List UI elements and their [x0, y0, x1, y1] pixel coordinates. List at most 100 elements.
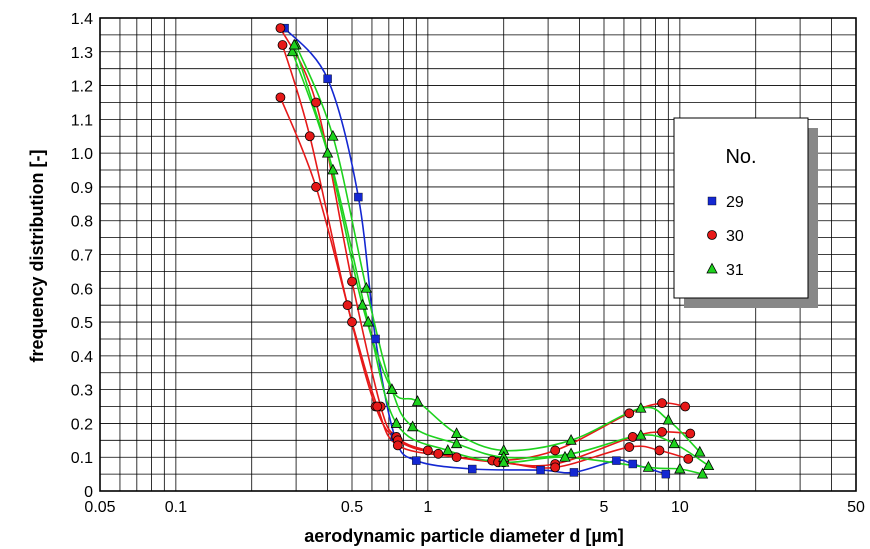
- series-31-marker: [642, 460, 655, 472]
- series-31-marker: [696, 467, 709, 479]
- legend: No. 29 30 31: [673, 117, 818, 308]
- series-30-marker: [624, 408, 635, 419]
- series-29-marker: [569, 468, 579, 477]
- series-31-marker: [668, 437, 680, 449]
- y-tick-label: 0.3: [71, 383, 93, 400]
- series-30-marker: [311, 97, 321, 108]
- series-30-curve: [279, 27, 686, 462]
- series-30-marker: [275, 92, 286, 103]
- series-31-marker: [286, 45, 299, 57]
- series-31-marker: [565, 447, 577, 459]
- series-29-curve: [283, 27, 667, 475]
- x-tick-label: 10: [671, 499, 689, 516]
- y-tick-label: 0.9: [71, 180, 93, 197]
- series-31-marker: [635, 428, 647, 440]
- series-31-marker: [411, 395, 424, 406]
- series-30-marker: [304, 131, 315, 142]
- legend-title: No.: [725, 146, 756, 168]
- series-30-marker: [707, 230, 717, 240]
- y-axis-title: frequency distribution [-]: [27, 150, 47, 363]
- series-curves: [279, 27, 710, 475]
- y-tick-label: 1.4: [71, 11, 93, 28]
- series-31-marker: [702, 459, 715, 471]
- series-30-marker: [624, 442, 635, 452]
- y-tick-label: 0: [84, 484, 93, 501]
- legend-items: 29 30 31: [706, 194, 744, 279]
- series-31-marker: [450, 437, 463, 449]
- series-30-marker: [627, 432, 638, 442]
- series-29-marker: [371, 334, 380, 344]
- series-30-marker: [680, 401, 691, 412]
- series-30-marker: [311, 182, 321, 192]
- y-tick-label: 0.1: [71, 450, 93, 467]
- axis-ticks: 0.05 0.1 0.5 1 5 10 50 0 0.1 0.2 0.3 0.4 0.5 0.6 0.7 0.…: [71, 11, 865, 516]
- series-31-marker: [288, 38, 300, 50]
- y-tick-label: 1.2: [71, 79, 93, 96]
- series-30-marker: [683, 454, 694, 464]
- series-31-marker: [390, 417, 403, 428]
- series-30-marker: [342, 300, 353, 311]
- series-30-marker: [657, 398, 667, 409]
- series-31-marker: [662, 413, 674, 425]
- x-tick-label: 50: [847, 499, 865, 516]
- series-30-marker: [654, 445, 665, 456]
- legend-box: [673, 117, 809, 299]
- x-axis-title: aerodynamic particle diameter d [µm]: [304, 526, 623, 546]
- y-tick-label: 0.7: [71, 248, 93, 265]
- series-29-marker: [661, 469, 671, 479]
- series-31-marker: [674, 462, 686, 474]
- series-31-marker: [498, 455, 510, 467]
- series-31-curve: [291, 51, 701, 453]
- series-31-marker: [694, 445, 706, 457]
- series-30-marker: [433, 448, 444, 459]
- series-29-marker: [412, 456, 421, 465]
- series-30-marker: [657, 426, 667, 437]
- series-29-marker: [707, 196, 717, 206]
- series-29-marker: [536, 465, 545, 475]
- series-31-marker: [386, 383, 398, 395]
- x-tick-label: 0.5: [341, 499, 363, 516]
- series-30-marker: [347, 317, 357, 327]
- legend-label-31: 31: [726, 262, 744, 279]
- series-31-marker: [321, 146, 334, 158]
- y-tick-label: 0.8: [71, 214, 93, 231]
- series-31-marker: [706, 262, 718, 274]
- series-31-marker: [360, 281, 373, 293]
- y-tick-label: 1.1: [71, 112, 93, 129]
- series-30-marker: [685, 428, 696, 439]
- y-tick-label: 1.3: [71, 45, 93, 62]
- series-30-marker: [422, 445, 433, 456]
- legend-label-30: 30: [726, 228, 744, 245]
- series-30-marker: [550, 445, 561, 456]
- series-29-marker: [354, 192, 363, 202]
- series-31-marker: [442, 444, 454, 455]
- series-30-marker: [550, 462, 561, 473]
- x-tick-label: 5: [600, 499, 609, 516]
- series-31-marker: [406, 420, 419, 432]
- series-30-curve: [281, 44, 691, 467]
- series-31-marker: [635, 401, 647, 413]
- y-tick-label: 0.5: [71, 315, 93, 332]
- x-tick-label: 0.1: [165, 499, 187, 516]
- series-31-curve: [295, 44, 710, 467]
- y-tick-label: 1.0: [71, 146, 93, 163]
- series-31-marker: [450, 427, 463, 438]
- series-markers: [275, 23, 715, 479]
- series-31-marker: [356, 298, 369, 310]
- series-30-marker: [275, 23, 286, 34]
- x-tick-label: 0.05: [84, 499, 115, 516]
- series-31-marker: [327, 129, 339, 141]
- plot-frame: [99, 17, 857, 492]
- series-30-marker: [277, 40, 288, 50]
- series-29-marker: [612, 456, 621, 465]
- series-30-marker: [347, 276, 357, 287]
- legend-label-29: 29: [726, 194, 744, 211]
- series-31-marker: [565, 433, 577, 445]
- series-29-marker: [468, 464, 477, 474]
- y-tick-label: 0.2: [71, 416, 93, 433]
- series-30-marker: [451, 452, 462, 463]
- series-31-marker: [559, 450, 571, 462]
- series-30-marker: [392, 440, 403, 451]
- series-29-marker: [628, 459, 637, 469]
